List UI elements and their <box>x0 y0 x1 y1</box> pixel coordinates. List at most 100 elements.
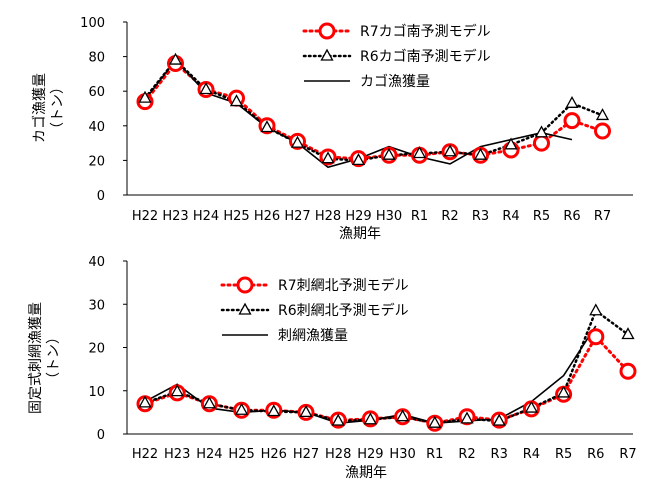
data-point-r6 <box>202 396 216 409</box>
y-tick-label: 40 <box>88 255 105 270</box>
data-point-r6 <box>595 108 610 121</box>
series-line-r6 <box>143 308 630 425</box>
legend-label: R6刺網北予測モデル <box>278 302 409 319</box>
x-tick-labels: H22 H23 H24 H25 H26 H27 H28 H29 H30 R1 R2 R3 R4 R5 R6 R… <box>132 447 637 462</box>
data-point-r6 <box>492 413 506 426</box>
data-point-r6 <box>565 95 579 108</box>
x-tick-label: H24 <box>193 209 219 224</box>
legend-label: 刺網漁獲量 <box>278 328 348 344</box>
x-tick-label: H30 <box>376 209 402 224</box>
x-tick-label: R5 <box>533 209 550 224</box>
y-tick-label: 80 <box>88 51 105 66</box>
x-axis-label: 漁期年 <box>339 226 381 242</box>
x-tick-label: R6 <box>563 209 580 224</box>
data-point-r6 <box>299 405 313 418</box>
x-tick-label: H24 <box>196 447 222 462</box>
x-tick-label: H26 <box>254 209 280 224</box>
data-point-r6 <box>396 409 410 422</box>
data-point-r7 <box>619 362 637 380</box>
y-tick-label: 40 <box>88 120 105 135</box>
series-line-r6 <box>143 58 604 162</box>
x-tick-label: H26 <box>261 447 287 462</box>
data-point-r6 <box>351 153 366 166</box>
data-point-r6 <box>290 135 305 148</box>
data-point-r6 <box>235 402 249 415</box>
data-point-r6 <box>170 384 184 397</box>
x-tick-label: R2 <box>458 447 475 462</box>
x-tick-label: H22 <box>132 209 158 224</box>
y-tick-label: 20 <box>88 342 105 357</box>
x-tick-label: H30 <box>389 447 415 462</box>
x-tick-label: R2 <box>441 209 458 224</box>
data-point-r6 <box>524 400 538 413</box>
chart-sashiami: 0 10 20 30 40 H22 H23 H24 H25 H26 H27 H28 H29 H30 R1 R… <box>28 255 637 481</box>
data-point-r6 <box>321 151 335 164</box>
data-point-r6 <box>504 137 518 150</box>
data-point-r7 <box>594 122 611 140</box>
x-tick-label: H28 <box>315 209 341 224</box>
data-point-r6 <box>473 147 488 160</box>
x-tick-label: H23 <box>164 447 190 462</box>
x-tick-label: R1 <box>426 447 443 462</box>
legend-label: R7カゴ南予測モデル <box>360 23 491 40</box>
data-point-r6 <box>363 412 377 425</box>
data-point-r7 <box>587 328 605 346</box>
x-tick-label: H22 <box>132 447 158 462</box>
x-tick-label: H25 <box>228 447 254 462</box>
y-axis-label: 固定式刺網漁獲量 <box>28 302 44 414</box>
series-line-r7 <box>143 61 604 161</box>
data-point-r6 <box>260 120 274 133</box>
data-point-r6 <box>229 94 244 107</box>
data-point-r6 <box>199 82 213 95</box>
x-tick-label: R1 <box>411 209 428 224</box>
data-point-r6 <box>589 303 603 316</box>
legend-label: R7刺網北予測モデル <box>278 277 409 294</box>
series-group <box>136 52 611 169</box>
x-tick-label: H27 <box>284 209 310 224</box>
x-tick-label: R7 <box>619 447 636 462</box>
series-line-r7 <box>143 334 630 425</box>
data-point-r6 <box>412 146 427 159</box>
legend-label: R6カゴ南予測モデル <box>360 48 491 65</box>
data-point-r6 <box>557 385 571 398</box>
data-point-r6 <box>168 52 183 65</box>
x-tick-label: R4 <box>523 447 540 462</box>
data-point-r6 <box>331 413 345 426</box>
x-tick-label: H25 <box>223 209 249 224</box>
y-tick-label: 20 <box>88 154 105 169</box>
legend-label: カゴ漁獲量 <box>360 73 430 90</box>
data-point-r7 <box>563 112 581 130</box>
legend-swatch-marker <box>318 22 336 40</box>
x-tick-label: H29 <box>345 209 371 224</box>
x-tick-label: H23 <box>162 209 188 224</box>
series-group <box>136 303 637 432</box>
x-axis-label: 漁期年 <box>345 465 387 481</box>
x-tick-label: R4 <box>502 209 519 224</box>
y-tick-label: 0 <box>97 428 105 443</box>
x-tick-label: H28 <box>325 447 351 462</box>
y-tick-label: 100 <box>80 16 105 31</box>
data-point-r6 <box>460 411 474 424</box>
legend-swatch-marker <box>238 302 252 315</box>
y-tick-labels: 0 10 20 30 40 <box>88 255 127 443</box>
data-point-r6 <box>267 404 281 417</box>
legend-swatch-marker <box>320 48 334 61</box>
data-point-r7 <box>533 134 550 152</box>
x-tick-label: R5 <box>555 447 572 462</box>
x-tick-label: R3 <box>491 447 508 462</box>
data-point-r6 <box>621 327 635 340</box>
y-axis-unit: （トン） <box>50 80 66 136</box>
y-tick-labels: 0 20 40 60 80 100 <box>80 16 127 204</box>
y-tick-label: 0 <box>97 189 105 204</box>
data-point-r6 <box>443 144 457 157</box>
y-tick-label: 30 <box>88 298 105 313</box>
data-point-r6 <box>138 90 152 103</box>
y-axis-label: カゴ漁獲量 <box>31 73 48 143</box>
x-tick-labels: H22 H23 H24 H25 H26 H27 H28 H29 H30 R1 R2 R3 R4 R5 R6 R… <box>132 209 611 224</box>
data-point-r6 <box>382 147 396 160</box>
y-tick-label: 10 <box>88 385 105 400</box>
y-axis-unit: （トン） <box>46 330 62 386</box>
